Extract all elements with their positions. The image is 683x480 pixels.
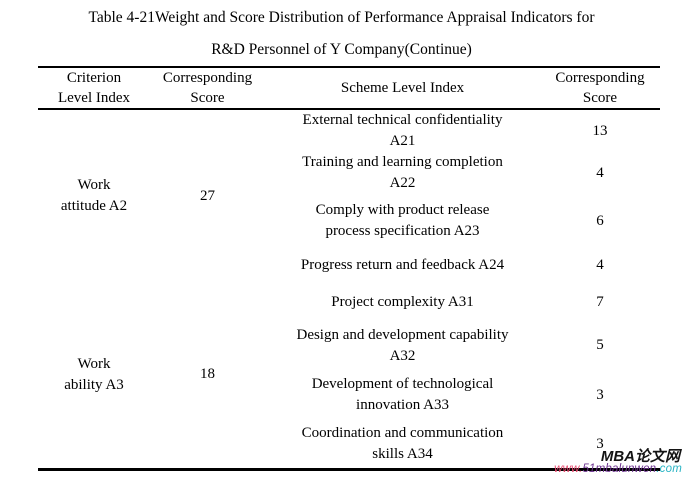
watermark-site-url: www.51mbalunwen.com [554, 463, 682, 475]
scheme-text: A22 [389, 175, 416, 191]
watermark-site-name: MBA论文网 [600, 448, 680, 465]
table-row: Training and learning completion A22 4 [38, 152, 660, 194]
scheme-text: Coordination and communication [301, 425, 504, 442]
scheme-text: Progress return and feedback A24 [300, 256, 505, 273]
scheme-cell: Progress return and feedback A24 [265, 248, 540, 282]
header-text: Level Index [57, 90, 131, 106]
table-row: Design and development capability A32 5 [38, 322, 660, 369]
scheme-cell: Training and learning completion A22 [265, 152, 540, 194]
header-text: Criterion [66, 70, 122, 86]
score-cell: 4 [596, 256, 604, 273]
column-header-criterion-level-index: Criterion Level Index [38, 67, 150, 109]
scheme-cell: Project complexity A31 [265, 282, 540, 322]
score-cell: 13 [592, 122, 608, 139]
scheme-text: innovation A33 [356, 397, 449, 413]
table-caption-line1: Table 4-21Weight and Score Distribution … [88, 9, 595, 26]
score-cell: 3 [596, 386, 604, 403]
table-caption-line2: R&D Personnel of Y Company(Continue) [211, 41, 472, 58]
score-cell: 7 [596, 293, 604, 310]
table-row: Work ability A3 18 Project complexity A3… [38, 282, 660, 393]
criterion-text: Work [77, 355, 111, 372]
scheme-cell: Development of technological innovation … [265, 369, 540, 421]
weight-score-table: Criterion Level Index Corresponding Scor… [38, 66, 660, 471]
scheme-cell: Design and development capability A32 [265, 322, 540, 369]
scheme-cell: Coordination and communication skills A3… [265, 421, 540, 469]
scheme-text: process specification A23 [325, 223, 480, 239]
table-row: Coordination and communication skills A3… [38, 421, 660, 469]
scheme-cell: Comply with product release process spec… [265, 194, 540, 248]
column-header-corresponding-score-right: Corresponding Score [540, 67, 660, 109]
scheme-text: Project complexity A31 [331, 293, 474, 310]
header-text: Score [190, 90, 225, 106]
scheme-text: A21 [389, 133, 416, 149]
criterion-score-cell-a3: 18 [200, 366, 215, 383]
scheme-cell: External technical confidentiality A21 [265, 109, 540, 152]
criterion-text: Work [77, 177, 111, 193]
header-text: Corresponding [555, 70, 645, 86]
table-row: Comply with product release process spec… [38, 194, 660, 248]
scheme-text: Development of technological [311, 376, 494, 392]
column-header-scheme-level-index: Scheme Level Index [265, 67, 540, 109]
header-text: Score [582, 90, 618, 106]
header-text: Corresponding [162, 70, 253, 86]
watermark-url-domain: 51mbalunwen [582, 463, 657, 475]
scheme-text: Comply with product release [315, 202, 490, 218]
score-cell: 6 [596, 212, 604, 229]
scheme-text: External technical confidentiality [302, 112, 503, 128]
header-text: Scheme Level Index [340, 80, 465, 96]
table-row: Progress return and feedback A24 4 [38, 248, 660, 282]
scheme-text: Design and development capability [296, 326, 509, 343]
criterion-text: ability A3 [64, 376, 124, 393]
watermark-url-www: www. [554, 463, 583, 475]
score-cell: 5 [596, 337, 604, 353]
watermark-url-tld: .com [656, 463, 682, 475]
score-cell: 4 [596, 164, 604, 181]
criterion-score-cell-a2: 27 [200, 187, 215, 204]
criterion-text: attitude A2 [60, 198, 128, 214]
table-row: Development of technological innovation … [38, 369, 660, 421]
column-header-corresponding-score-left: Corresponding Score [150, 67, 265, 109]
score-cell: 3 [596, 435, 604, 452]
table-header-row: Criterion Level Index Corresponding Scor… [38, 67, 660, 109]
criterion-cell-a3: Work ability A3 [38, 282, 150, 469]
criterion-cell-a2: Work attitude A2 [38, 109, 150, 282]
scheme-text: Training and learning completion [302, 154, 503, 170]
table-row: Work attitude A2 27 External technical c… [38, 109, 660, 214]
scheme-text: A32 [389, 347, 416, 364]
table-caption: Table 4-21Weight and Score Distribution … [0, 2, 683, 66]
scheme-text: skills A34 [372, 446, 433, 463]
